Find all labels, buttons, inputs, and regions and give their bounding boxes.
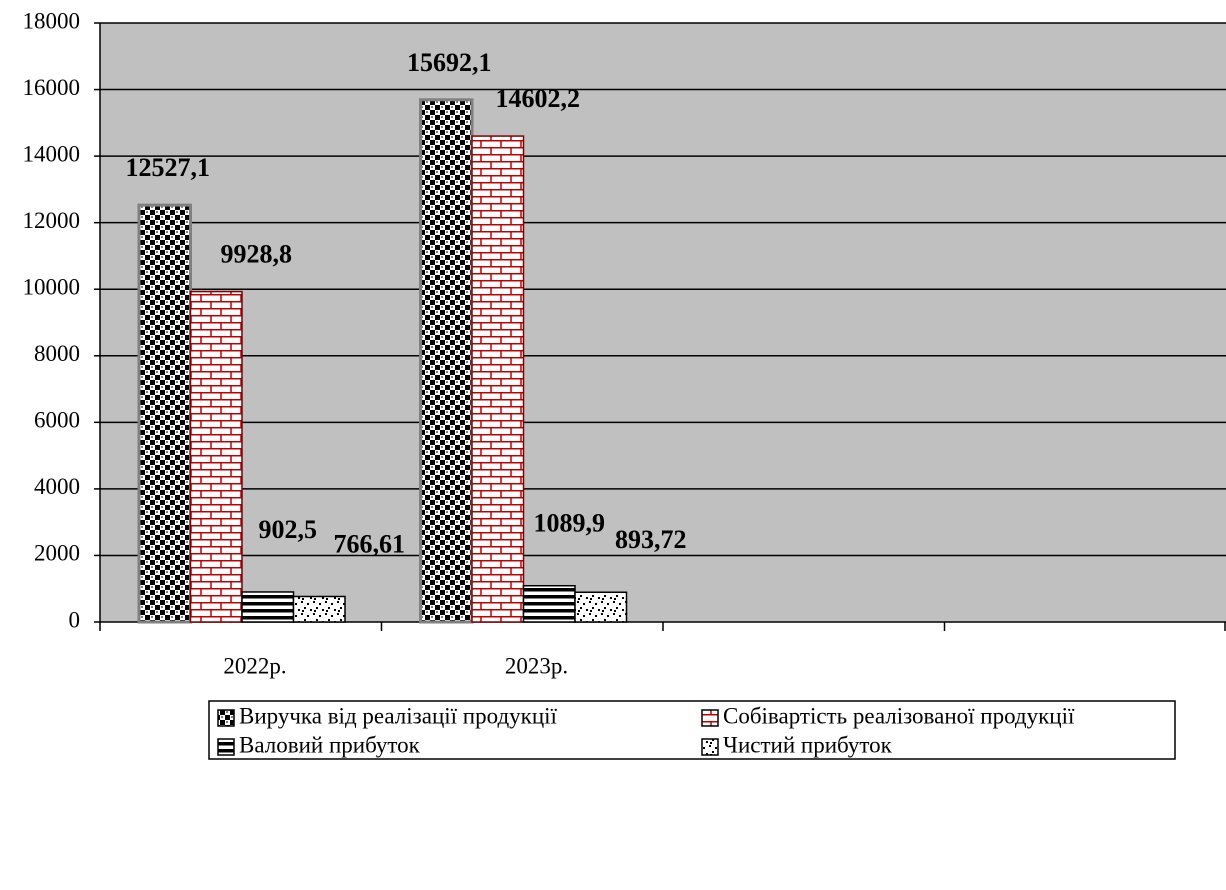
value-label: 1089,9 xyxy=(534,509,606,538)
legend-swatch xyxy=(217,738,235,756)
bar xyxy=(137,203,192,624)
value-label: 15692,1 xyxy=(407,48,492,77)
y-tick-label: 6000 xyxy=(34,408,80,433)
y-tick-label: 16000 xyxy=(23,75,81,100)
y-tick-label: 12000 xyxy=(23,208,81,233)
legend-swatch xyxy=(701,709,719,727)
value-label: 9928,8 xyxy=(221,240,293,269)
x-tick-label: 2023р. xyxy=(505,653,568,678)
y-tick-label: 8000 xyxy=(34,341,80,366)
bar xyxy=(189,290,243,623)
bar xyxy=(241,591,295,623)
bar xyxy=(522,584,576,623)
x-tick-label: 2022р. xyxy=(223,653,286,678)
legend-label: Валовий прибуток xyxy=(239,732,421,757)
y-tick-label: 2000 xyxy=(34,541,80,566)
value-label: 12527,1 xyxy=(126,153,211,182)
legend-label: Чистий прибуток xyxy=(723,732,893,757)
legend-swatch xyxy=(217,709,235,727)
bar xyxy=(292,595,346,623)
legend-label: Собівартість реалізованої продукції xyxy=(723,703,1075,728)
value-label: 766,61 xyxy=(334,529,406,558)
bar xyxy=(419,98,474,624)
bar xyxy=(574,591,628,623)
legend-label: Виручка від реалізації продукції xyxy=(239,703,558,728)
y-tick-label: 18000 xyxy=(23,8,81,33)
value-label: 902,5 xyxy=(259,515,318,544)
value-label: 14602,2 xyxy=(496,84,581,113)
y-tick-label: 10000 xyxy=(23,275,81,300)
plot-area xyxy=(100,23,1226,622)
legend-box xyxy=(208,700,1176,760)
y-tick-label: 0 xyxy=(69,607,81,632)
value-label: 893,72 xyxy=(615,525,687,554)
y-tick-label: 4000 xyxy=(34,474,80,499)
legend-swatch xyxy=(701,738,719,756)
bar xyxy=(471,135,525,623)
y-tick-label: 14000 xyxy=(23,141,81,166)
